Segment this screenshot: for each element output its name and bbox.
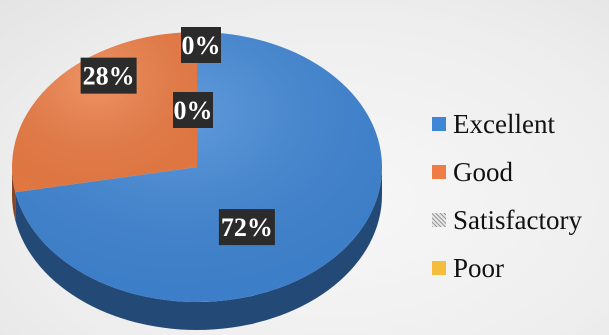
data-label-good: 28% xyxy=(83,62,135,91)
legend-swatch-good xyxy=(432,165,446,179)
pie-side-good xyxy=(12,167,16,221)
legend-label-good: Good xyxy=(453,156,513,187)
data-label-satisfactory: 0% xyxy=(174,96,213,125)
pie-slice-shine-excellent xyxy=(15,32,382,302)
data-label-box-good xyxy=(80,57,137,94)
pie-side-excellent xyxy=(15,167,383,331)
legend-item-excellent: Excellent xyxy=(432,100,582,148)
legend-label-poor: Poor xyxy=(453,252,505,283)
pie-slices-layer xyxy=(11,32,382,302)
legend-item-good: Good xyxy=(432,148,582,196)
data-label-box-satisfactory xyxy=(173,92,213,128)
pie-labels-layer: 72% 28% 0% 0% xyxy=(80,27,275,246)
data-label-excellent: 72% xyxy=(221,213,273,242)
legend-swatch-satisfactory xyxy=(432,213,446,227)
data-label-box-poor xyxy=(181,27,221,63)
legend-swatch-poor xyxy=(432,261,446,275)
legend-label-excellent: Excellent xyxy=(453,108,555,139)
data-label-box-excellent xyxy=(218,209,275,246)
legend-item-satisfactory: Satisfactory xyxy=(432,196,582,244)
pie-slice-shine-good xyxy=(11,32,197,193)
legend-label-satisfactory: Satisfactory xyxy=(453,204,582,235)
legend-item-poor: Poor xyxy=(432,244,582,292)
chart-legend: Excellent Good Satisfactory Poor xyxy=(432,100,582,292)
data-label-poor: 0% xyxy=(182,31,221,60)
pie-depth-layer xyxy=(12,167,383,331)
legend-swatch-excellent xyxy=(432,117,446,131)
